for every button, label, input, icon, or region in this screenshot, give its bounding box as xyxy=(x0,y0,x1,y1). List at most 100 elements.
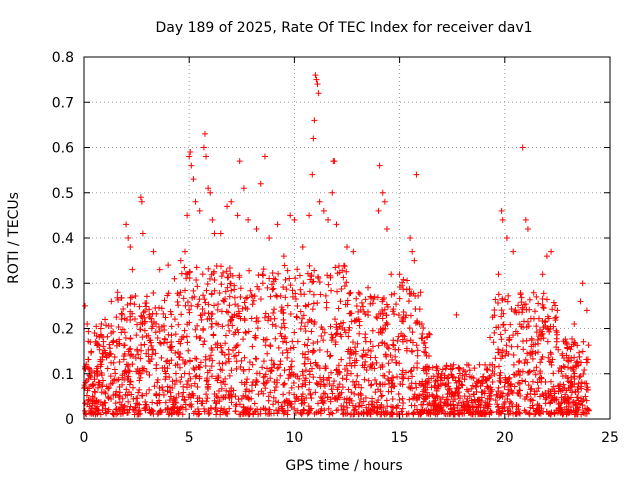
data-point xyxy=(172,331,179,338)
data-point xyxy=(262,410,269,417)
data-point xyxy=(178,374,185,381)
data-point xyxy=(297,308,304,315)
data-point xyxy=(232,393,239,400)
data-point xyxy=(306,316,313,323)
data-point xyxy=(315,275,322,282)
data-point xyxy=(494,299,501,306)
data-point xyxy=(292,275,299,282)
data-point xyxy=(189,294,196,301)
data-point xyxy=(395,312,402,319)
data-point xyxy=(245,410,252,417)
data-point xyxy=(485,385,492,392)
data-point xyxy=(251,400,258,407)
data-point xyxy=(569,335,576,342)
data-point xyxy=(289,338,296,345)
data-point xyxy=(160,322,167,329)
data-point xyxy=(254,406,261,413)
data-point xyxy=(442,382,449,389)
data-point xyxy=(143,402,150,409)
data-point xyxy=(281,380,288,387)
data-point xyxy=(255,286,262,293)
data-point xyxy=(388,291,395,298)
data-point xyxy=(136,401,143,408)
data-point xyxy=(240,185,247,192)
data-point xyxy=(211,230,218,237)
data-point xyxy=(184,271,191,278)
data-point xyxy=(379,363,386,370)
data-point xyxy=(408,367,415,374)
data-point xyxy=(399,395,406,402)
data-point xyxy=(167,393,174,400)
data-point xyxy=(275,270,282,277)
data-point xyxy=(262,310,269,317)
data-point xyxy=(297,325,304,332)
data-point xyxy=(569,380,576,387)
data-point xyxy=(346,354,353,361)
data-point xyxy=(204,316,211,323)
data-point xyxy=(530,341,537,348)
data-point xyxy=(418,335,425,342)
data-point xyxy=(560,410,567,417)
data-point xyxy=(311,267,318,274)
data-point xyxy=(535,410,542,417)
data-point xyxy=(365,347,372,354)
y-tick-label: 0.3 xyxy=(52,276,74,292)
y-tick-label: 0.1 xyxy=(52,367,74,383)
data-point xyxy=(268,357,275,364)
data-point xyxy=(217,230,224,237)
data-point xyxy=(131,301,138,308)
data-point xyxy=(538,378,545,385)
data-point xyxy=(306,379,313,386)
data-point xyxy=(524,318,531,325)
data-point xyxy=(375,397,382,403)
data-point xyxy=(241,299,248,306)
data-point xyxy=(205,301,212,308)
data-point xyxy=(384,303,391,310)
data-point xyxy=(259,280,266,287)
data-point xyxy=(143,293,150,300)
data-point xyxy=(321,329,328,336)
data-point xyxy=(535,300,542,307)
data-point xyxy=(200,327,207,334)
data-point xyxy=(416,394,423,401)
data-point xyxy=(469,411,476,418)
data-point xyxy=(584,386,591,393)
data-point xyxy=(147,409,154,416)
data-point xyxy=(287,311,294,318)
data-point xyxy=(348,370,355,377)
data-point xyxy=(290,379,297,386)
data-point xyxy=(237,315,244,322)
data-point xyxy=(526,368,533,375)
data-point xyxy=(572,408,579,415)
data-point xyxy=(201,296,208,303)
data-point xyxy=(214,306,221,313)
data-point xyxy=(223,268,230,275)
data-point xyxy=(284,411,291,418)
data-point xyxy=(535,333,542,340)
data-point xyxy=(450,398,457,405)
data-point xyxy=(214,408,221,415)
data-point xyxy=(521,360,528,367)
data-point xyxy=(450,373,457,380)
data-point xyxy=(241,354,248,361)
data-point xyxy=(340,411,347,418)
data-point xyxy=(396,396,403,403)
data-point xyxy=(213,263,220,270)
data-point xyxy=(556,364,563,371)
data-point xyxy=(335,362,342,369)
data-point xyxy=(218,308,225,315)
data-point xyxy=(546,328,553,335)
data-point xyxy=(328,386,335,393)
data-point xyxy=(432,402,439,409)
data-point xyxy=(222,295,229,302)
data-point xyxy=(84,401,91,408)
data-point xyxy=(172,370,179,377)
data-point xyxy=(515,379,522,386)
data-point xyxy=(302,381,309,388)
data-point xyxy=(362,338,369,345)
data-point xyxy=(441,375,448,382)
data-point xyxy=(190,176,197,183)
data-point xyxy=(394,337,401,344)
data-point xyxy=(103,322,110,329)
data-point xyxy=(316,198,323,205)
